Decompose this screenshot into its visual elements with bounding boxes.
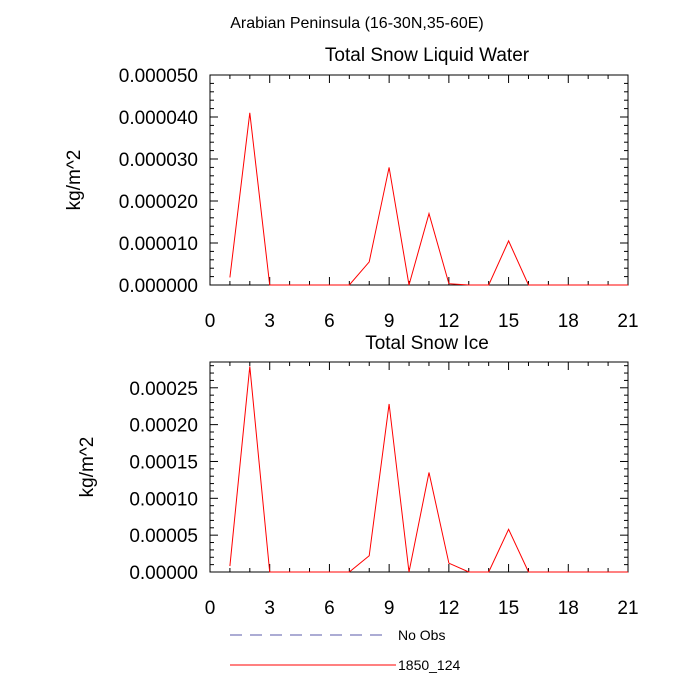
y-tick-label: 0.00005 <box>129 526 198 547</box>
y-axis-title: kg/m^2 <box>77 437 98 498</box>
y-tick-label: 0.000010 <box>119 234 198 255</box>
series-line-1850-124 <box>229 366 628 573</box>
x-tick-label: 21 <box>617 598 638 619</box>
x-tick-label: 6 <box>324 598 335 619</box>
x-tick-label: 21 <box>617 311 638 332</box>
x-tick-label: 15 <box>498 598 519 619</box>
y-tick-label: 0.000030 <box>119 150 198 171</box>
y-tick-label: 0.000040 <box>119 108 198 129</box>
x-tick-label: 6 <box>324 311 335 332</box>
y-tick-label: 0.00020 <box>129 416 198 437</box>
x-tick-label: 3 <box>264 598 275 619</box>
legend: No Obs 1850_124 <box>230 627 461 673</box>
legend-label-no-obs: No Obs <box>398 627 445 643</box>
legend-label-1850-124: 1850_124 <box>398 657 461 673</box>
x-tick-label: 9 <box>384 598 395 619</box>
y-tick-label: 0.000050 <box>119 66 198 87</box>
x-tick-label: 3 <box>264 311 275 332</box>
y-tick-label: 0.00010 <box>129 489 198 510</box>
figure-title: Arabian Peninsula (16-30N,35-60E) <box>230 15 483 32</box>
y-tick-label: 0.000020 <box>119 192 198 213</box>
x-tick-label: 18 <box>558 311 579 332</box>
panel-total-snow-ice: Total Snow Ice 0 3 6 9 12 15 18 21 0.00000 0.00005… <box>77 333 639 619</box>
series-line-1850-124 <box>229 112 628 286</box>
y-tick-label: 0.00025 <box>129 379 198 400</box>
panel-title: Total Snow Liquid Water <box>325 45 530 66</box>
panel-title: Total Snow Ice <box>365 333 489 354</box>
x-tick-label: 0 <box>205 311 216 332</box>
plot-frame <box>209 361 629 573</box>
y-tick-label: 0.00015 <box>129 452 198 473</box>
x-tick-label: 12 <box>438 311 459 332</box>
y-axis-title: kg/m^2 <box>64 150 85 211</box>
x-tick-label: 18 <box>558 598 579 619</box>
panel-total-snow-liquid-water: Total Snow Liquid Water 0 3 6 9 12 15 18 21 0.000… <box>64 45 639 332</box>
x-tick-label: 15 <box>498 311 519 332</box>
plot-frame <box>209 74 629 286</box>
x-tick-label: 9 <box>384 311 395 332</box>
x-tick-label: 12 <box>438 598 459 619</box>
x-tick-label: 0 <box>205 598 216 619</box>
y-tick-label: 0.00000 <box>129 563 198 584</box>
y-tick-label: 0.000000 <box>119 276 198 297</box>
